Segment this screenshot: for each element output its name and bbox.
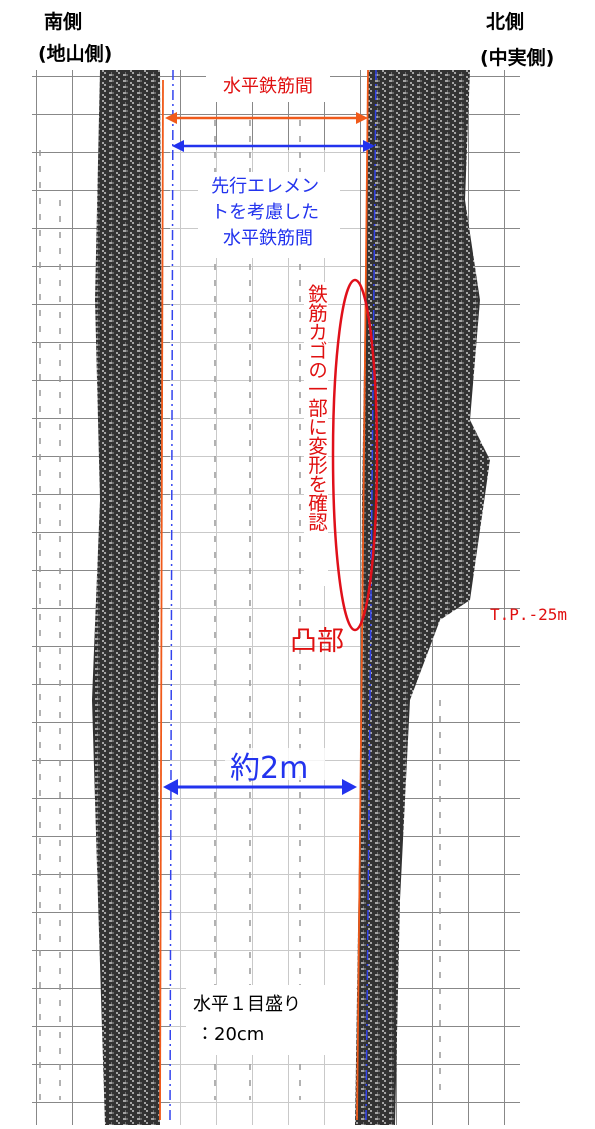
elevation-label: T.P.-25m [490, 605, 567, 624]
page: {"header": {"south": ["南側", "(地山側)"], "n… [0, 0, 595, 1129]
line: 先行エレメン [211, 176, 319, 197]
south-sub: (地山側) [38, 42, 112, 65]
deformation-note: 鉄筋カゴの一部に変形を確認 [305, 284, 328, 531]
line: トを考慮した [211, 202, 319, 223]
south-label: 南側 [44, 11, 82, 33]
width-label: 約2m [230, 751, 308, 786]
line: 水平１目盛り [193, 994, 301, 1015]
element-spacing: 先行エレメン トを考慮した 水平鉄筋間 [211, 176, 325, 249]
scan-figure: 南側 (地山側) 北側 (中実側) 水平鉄筋間 先行エレメン トを考慮した 水平… [0, 0, 595, 1129]
rebar-spacing: 水平鉄筋間 [223, 76, 313, 97]
north-label: 北側 [486, 11, 524, 33]
line: ：20cm [196, 1024, 264, 1045]
left-echo-band [92, 70, 162, 1125]
line: 水平鉄筋間 [223, 228, 313, 249]
convex-label: 凸部 [290, 626, 344, 657]
north-sub: (中実側) [480, 46, 554, 69]
